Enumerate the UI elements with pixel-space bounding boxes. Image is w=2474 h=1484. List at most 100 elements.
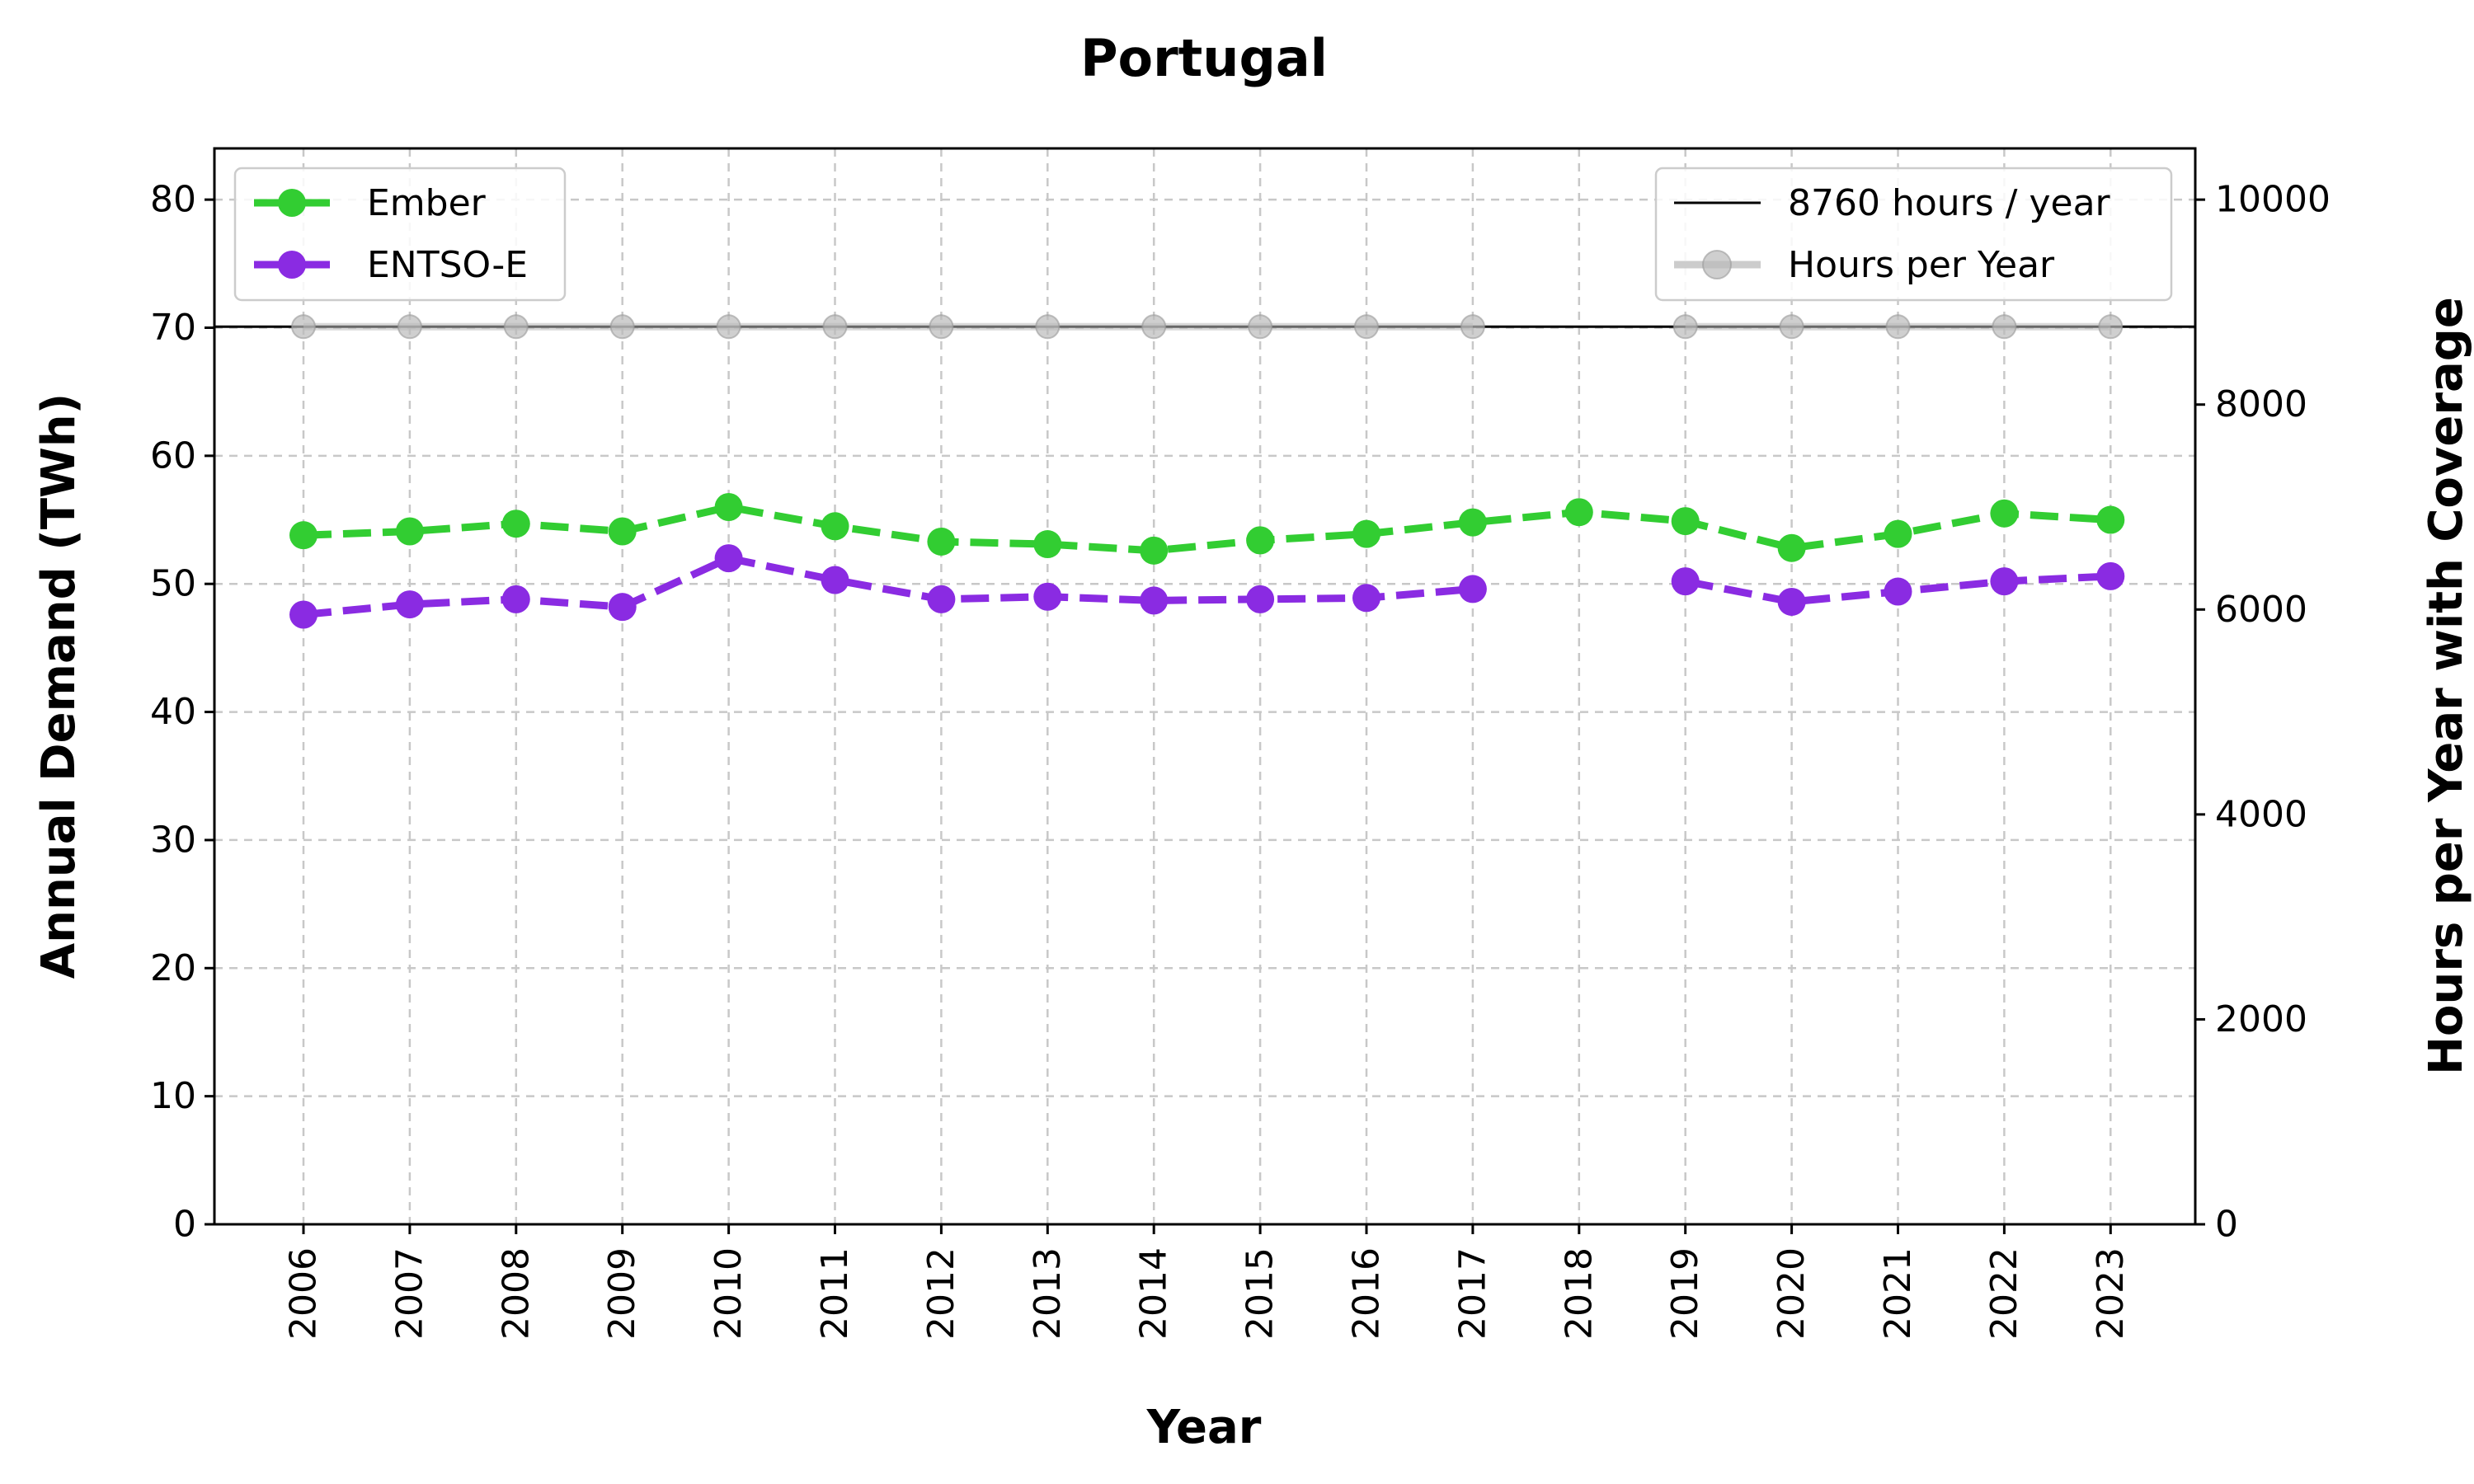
ember-point bbox=[1458, 508, 1487, 537]
entso-e-point bbox=[821, 566, 849, 594]
y-tick-label: 60 bbox=[150, 434, 196, 477]
entso-e-point bbox=[395, 590, 424, 619]
x-tick-label: 2021 bbox=[1877, 1247, 1919, 1340]
x-tick-label: 2010 bbox=[708, 1247, 750, 1340]
ember-point bbox=[395, 517, 424, 546]
x-tick-label: 2018 bbox=[1558, 1247, 1600, 1340]
ember-point bbox=[2096, 505, 2125, 534]
x-tick-label: 2011 bbox=[814, 1247, 856, 1340]
x-tick-label: 2014 bbox=[1133, 1247, 1175, 1340]
axis-layer: 2006 2007 2008 2009 2010 2011 2012 2013 2014 2015… bbox=[150, 179, 2331, 1340]
y2-tick-label: 2000 bbox=[2215, 998, 2307, 1040]
entso-e-point bbox=[1033, 582, 1062, 611]
ember-line bbox=[303, 503, 2111, 555]
y-tick-label: 30 bbox=[150, 819, 196, 861]
entso-e-point bbox=[289, 600, 317, 629]
x-tick-label: 2006 bbox=[283, 1247, 325, 1340]
hours-per-year-point bbox=[822, 314, 848, 340]
hours-per-year-point bbox=[1672, 314, 1698, 340]
hours-per-year-point bbox=[397, 314, 422, 340]
x-tick-label: 2022 bbox=[1983, 1247, 2025, 1340]
x-tick-label: 2017 bbox=[1451, 1247, 1493, 1340]
x-tick-label: 2007 bbox=[388, 1247, 430, 1340]
ember-point bbox=[1246, 526, 1275, 555]
legend-entsoe-swatch-marker bbox=[278, 251, 306, 279]
x-tick-label: 2013 bbox=[1027, 1247, 1069, 1340]
hours-per-year-point bbox=[2098, 314, 2124, 340]
x-tick-label: 2023 bbox=[2090, 1247, 2132, 1340]
y-tick-label: 10 bbox=[150, 1075, 196, 1117]
ember-point bbox=[821, 512, 849, 541]
entso-e-point bbox=[1777, 587, 1806, 616]
entso-e-point bbox=[927, 585, 956, 613]
entso-e-point bbox=[1990, 567, 2019, 596]
entso-e-point bbox=[501, 585, 530, 613]
entso-e-point bbox=[714, 544, 743, 573]
y-tick-label: 0 bbox=[173, 1204, 196, 1246]
entso-e-point bbox=[1140, 586, 1169, 615]
ember-point bbox=[714, 493, 743, 521]
x-tick-label: 2012 bbox=[920, 1247, 962, 1340]
hours-per-year-point bbox=[1992, 314, 2017, 340]
y-tick-label: 80 bbox=[150, 179, 196, 221]
y2-axis-label: Hours per Year with Coverage bbox=[2420, 297, 2473, 1075]
ember-point bbox=[608, 517, 637, 546]
chart-title: Portugal bbox=[1080, 28, 1328, 88]
entso-e-line bbox=[303, 554, 1474, 618]
hours-per-year-point bbox=[1885, 314, 1911, 340]
y2-tick-label: 8000 bbox=[2215, 383, 2307, 425]
entso-e-point bbox=[1458, 575, 1487, 603]
entso-e-point bbox=[2096, 561, 2125, 590]
hours-per-year-point bbox=[1035, 314, 1061, 340]
legend-ember-label: Ember bbox=[367, 182, 487, 224]
y-tick-label: 70 bbox=[150, 307, 196, 349]
legend-reference-label: 8760 hours / year bbox=[1788, 182, 2111, 224]
ember-point bbox=[1884, 519, 1912, 548]
legend-hours-swatch-marker bbox=[1702, 250, 1732, 279]
y-axis-label: Annual Demand (TWh) bbox=[32, 393, 86, 979]
ember-point bbox=[501, 510, 530, 538]
y2-tick-label: 0 bbox=[2215, 1204, 2238, 1246]
hours-per-year-point bbox=[1460, 314, 1485, 340]
ember-point bbox=[1777, 533, 1806, 562]
y2-tick-label: 6000 bbox=[2215, 589, 2307, 631]
hours-per-year-point bbox=[609, 314, 635, 340]
x-tick-label: 2019 bbox=[1664, 1247, 1706, 1340]
legend-right: 8760 hours / year Hours per Year bbox=[1654, 167, 2173, 302]
hours-per-year-point bbox=[1354, 314, 1379, 340]
legend-hours-label: Hours per Year bbox=[1788, 244, 2055, 286]
entso-e-point bbox=[1884, 577, 1912, 606]
x-tick-label: 2009 bbox=[601, 1247, 643, 1340]
ember-point bbox=[927, 527, 956, 556]
x-tick-label: 2015 bbox=[1239, 1247, 1282, 1340]
y2-tick-label: 4000 bbox=[2215, 793, 2307, 835]
entso-e-point bbox=[1246, 585, 1275, 613]
plot-frame bbox=[213, 147, 2197, 1226]
x-tick-label: 2020 bbox=[1771, 1247, 1813, 1340]
hours-per-year-point bbox=[503, 314, 529, 340]
series-layer bbox=[214, 314, 2195, 629]
hours-per-year-point bbox=[1779, 314, 1804, 340]
ember-point bbox=[1671, 507, 1700, 536]
y2-tick-label: 10000 bbox=[2215, 179, 2331, 221]
hours-per-year-point bbox=[1248, 314, 1273, 340]
hours-per-year-point bbox=[291, 314, 316, 340]
y-tick-label: 20 bbox=[150, 947, 196, 989]
hours-per-year-point bbox=[716, 314, 741, 340]
legend-ember-swatch-marker bbox=[278, 189, 306, 217]
entso-e-point bbox=[1352, 584, 1380, 613]
x-tick-label: 2008 bbox=[495, 1247, 537, 1340]
legend-entsoe-label: ENTSO-E bbox=[367, 244, 528, 286]
ember-point bbox=[1033, 530, 1062, 559]
ember-point bbox=[1990, 499, 2019, 528]
ember-point bbox=[1564, 498, 1593, 527]
x-axis-label: Year bbox=[1146, 1401, 1262, 1454]
legend-right-box bbox=[1654, 167, 2173, 302]
hours-per-year-point bbox=[1141, 314, 1167, 340]
ember-point bbox=[289, 521, 317, 550]
y-tick-label: 40 bbox=[150, 691, 196, 733]
legend-left: Ember ENTSO-E bbox=[233, 167, 567, 302]
ember-point bbox=[1140, 536, 1169, 565]
y-tick-label: 50 bbox=[150, 563, 196, 605]
